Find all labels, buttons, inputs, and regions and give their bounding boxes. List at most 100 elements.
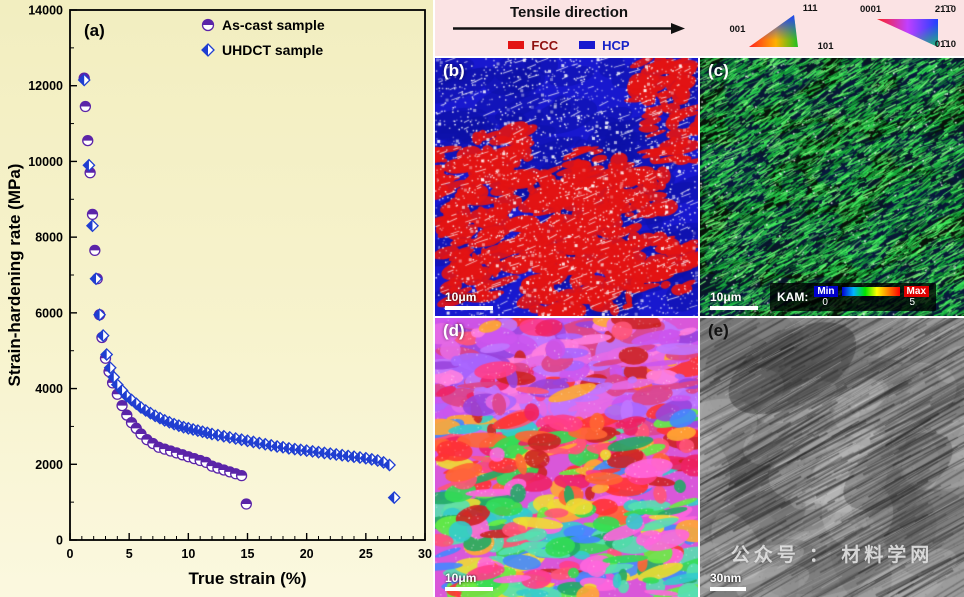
marker-diamond-half [382, 458, 397, 472]
scale-bar-e-line [710, 587, 746, 591]
scale-bar-b-label: 10μm [445, 290, 477, 304]
marker-diamond-half [89, 272, 103, 286]
x-tick-label: 0 [67, 547, 74, 561]
marker-circle-half [89, 244, 101, 257]
kam-min-value: 0 [822, 297, 828, 308]
marker-diamond-half [120, 389, 134, 403]
scale-bar-d-label: 10μm [445, 571, 477, 585]
scale-bar-b-line [445, 306, 493, 310]
kam-colorbar [841, 287, 900, 296]
panel-b-phase-map: (b) 10μm [435, 58, 698, 316]
y-tick-label: 0 [56, 534, 63, 548]
panel-c-kam-map: (c) 10μm KAM: Min Max 0 5 [700, 58, 964, 316]
x-tick-label: 15 [241, 547, 255, 561]
x-tick-label: 30 [418, 547, 432, 561]
y-tick-label: 12000 [28, 79, 63, 93]
legend-item: As-cast sample [201, 17, 325, 33]
marker-diamond-half [125, 393, 139, 407]
y-tick-label: 14000 [28, 4, 63, 18]
legend-label: As-cast sample [222, 17, 325, 33]
panel-d-label: (d) [443, 321, 465, 340]
ipf-label-0001: 0001 [860, 4, 882, 15]
tensile-direction-block: Tensile direction FCC HCP [443, 4, 695, 53]
hcp-color-swatch [579, 41, 596, 49]
marker-diamond-half [387, 491, 401, 505]
ipf-label-111: 111 [802, 3, 818, 14]
x-tick-label: 20 [300, 547, 314, 561]
ipf-triangle-hex [877, 19, 938, 47]
fcc-label: FCC [531, 37, 559, 53]
legend-header: Tensile direction FCC HCP [435, 0, 964, 56]
kam-legend: KAM: Min Max 0 5 [770, 283, 936, 311]
scale-bar-d-line [445, 587, 493, 591]
marker-circle-half [240, 498, 252, 510]
x-tick-label: 10 [181, 547, 195, 561]
marker-diamond-half [201, 43, 215, 57]
y-tick-label: 10000 [28, 155, 63, 169]
marker-circle-half [235, 469, 248, 482]
y-tick-label: 4000 [35, 382, 63, 396]
ipf-label-2110: 21̄1̄0 [934, 4, 956, 15]
ipf-map-image [435, 318, 698, 597]
scale-bar-c-label: 10μm [710, 290, 742, 304]
marker-diamond-half [100, 347, 114, 362]
scale-bar-c-line [710, 306, 758, 310]
marker-diamond-half [103, 361, 117, 375]
marker-diamond-half [85, 219, 100, 233]
marker-diamond-half [96, 329, 110, 343]
x-tick-label: 5 [126, 547, 133, 561]
tensile-direction-label: Tensile direction [509, 3, 629, 21]
kam-min-label: Min [814, 286, 838, 297]
scale-bar-e: 30nm [710, 571, 746, 591]
scale-bar-b: 10μm [445, 290, 493, 310]
legend-label: UHDCT sample [222, 42, 323, 58]
y-axis-label: Strain-hardening rate (MPa) [5, 164, 24, 387]
scale-bar-e-label: 30nm [710, 571, 742, 585]
ipf-triangle-cubic [748, 15, 798, 47]
kam-colorbar-block: Min Max 0 5 [814, 286, 929, 308]
x-tick-label: 25 [359, 547, 373, 561]
marker-circle-half [79, 100, 92, 113]
ipf-label-0110: 01̄10 [934, 39, 956, 50]
panel-e-label: (e) [708, 321, 729, 340]
marker-diamond-half [377, 455, 391, 469]
ipf-label-101: 101 [817, 41, 834, 52]
marker-circle-half [82, 134, 94, 147]
marker-circle-half [116, 399, 128, 412]
ipf-label-001: 001 [729, 24, 746, 35]
kam-max-value: 5 [909, 297, 915, 308]
marker-diamond-half [93, 308, 107, 322]
y-tick-label: 6000 [35, 306, 63, 320]
tensile-direction-arrow [453, 22, 685, 34]
y-tick-label: 2000 [35, 458, 63, 472]
phase-map-image [435, 58, 698, 316]
marker-circle-half [201, 18, 215, 32]
panel-e-tem-image: (e) 30nm 公众号 ： 材料学网 [700, 318, 964, 597]
phase-color-legend: FCC HCP [508, 37, 630, 53]
panel-d-ipf-map: (d) 10μm [435, 318, 698, 597]
strain-hardening-chart: 0 2000 4000 6000 8000 10000 12000 14000 0 5 10 15 20… [5, 4, 432, 589]
legend-item: UHDCT sample [201, 42, 323, 58]
ipf-key-cubic: 001 111 101 [729, 3, 834, 52]
ipf-key-hex: 0001 21̄1̄0 01̄10 [860, 4, 956, 52]
kam-legend-title: KAM: [777, 290, 809, 304]
tem-image [700, 318, 964, 597]
watermark-text: 公众号 ： 材料学网 [730, 545, 934, 566]
marker-circle-half [86, 208, 99, 221]
series-as-cast [78, 72, 252, 510]
marker-diamond-half [77, 73, 91, 87]
panel-a-label: (a) [84, 21, 105, 40]
kam-max-label: Max [903, 286, 929, 297]
panel-c-label: (c) [708, 61, 729, 80]
panel-b-label: (b) [443, 61, 465, 80]
y-tick-label: 8000 [35, 231, 63, 245]
x-axis-label: True strain (%) [188, 569, 306, 588]
kam-map-image [700, 58, 964, 316]
right-panels: Tensile direction FCC HCP [435, 0, 964, 597]
fcc-color-swatch [508, 41, 525, 49]
series-uhdct [77, 73, 401, 505]
scale-bar-c: 10μm [710, 290, 758, 310]
chart-panel-a: 0 2000 4000 6000 8000 10000 12000 14000 0 5 10 15 20… [0, 0, 433, 597]
hcp-label: HCP [602, 37, 630, 53]
